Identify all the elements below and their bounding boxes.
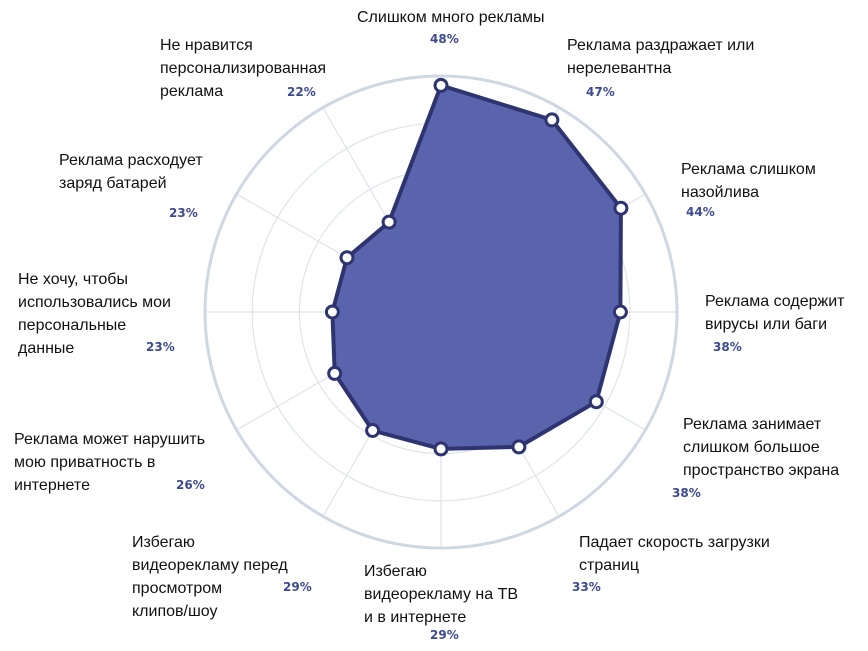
outer-ring [203,74,679,550]
data-point-6 [511,439,527,455]
data-point-9 [327,365,343,381]
data-point-2 [544,112,560,128]
category-label-4: Реклама содержит вирусы или баги [705,290,845,336]
data-point-10 [324,304,340,320]
value-label-1: 48% [430,32,459,46]
category-label-text: Не хочу, чтобы использовались мои персон… [18,268,171,360]
data-area [330,83,623,451]
category-label-9: Реклама может нарушить мою приватность в… [14,428,206,497]
category-label-7: Избегаю видеорекламу на ТВ и в интернете [364,560,519,629]
category-label-12: Не нравится персонализированная реклама [160,34,327,103]
category-label-6: Падает скорость загрузки страниц [579,531,770,577]
category-label-text: Реклама раздражает или нерелевантна [567,34,755,80]
value-label-8: 29% [283,580,312,594]
category-label-11: Реклама расходует заряд батарей [59,149,203,195]
data-point-11 [339,250,355,266]
value-label-6: 33% [572,580,601,594]
value-label-3: 44% [686,205,715,219]
category-label-text: Слишком много рекламы [357,6,545,29]
category-label-8: Избегаю видеорекламу перед просмотром кл… [132,531,288,623]
data-point-1 [433,77,449,93]
data-point-3 [613,200,629,216]
category-label-text: Реклама может нарушить мою приватность в… [14,428,206,497]
data-point-8 [365,423,381,438]
data-point-5 [588,394,604,410]
category-label-1: Слишком много рекламы [357,6,545,29]
category-label-2: Реклама раздражает или нерелевантна [567,34,755,80]
value-label-11: 23% [169,206,198,220]
category-label-text: Реклама расходует заряд батарей [59,149,203,195]
value-label-7: 29% [430,628,459,642]
data-point-7 [433,441,449,457]
value-label-9: 26% [176,478,205,492]
category-label-5: Реклама занимает слишком большое простра… [683,413,840,482]
value-label-12: 22% [287,85,316,99]
category-label-text: Реклама содержит вирусы или баги [705,290,845,336]
category-label-10: Не хочу, чтобы использовались мои персон… [18,268,171,360]
category-label-3: Реклама слишком назойлива [681,158,816,204]
value-label-10: 23% [146,340,175,354]
category-label-text: Падает скорость загрузки страниц [579,531,770,577]
value-label-5: 38% [672,486,701,500]
data-point-4 [612,304,628,320]
data-point-12 [381,214,397,230]
category-label-text: Не нравится персонализированная реклама [160,34,327,103]
category-label-text: Реклама слишком назойлива [681,158,816,204]
value-label-2: 47% [586,85,615,99]
category-label-text: Избегаю видеорекламу перед просмотром кл… [132,531,288,623]
value-label-4: 38% [713,340,742,354]
category-label-text: Избегаю видеорекламу на ТВ и в интернете [364,560,519,629]
category-label-text: Реклама занимает слишком большое простра… [683,413,840,482]
